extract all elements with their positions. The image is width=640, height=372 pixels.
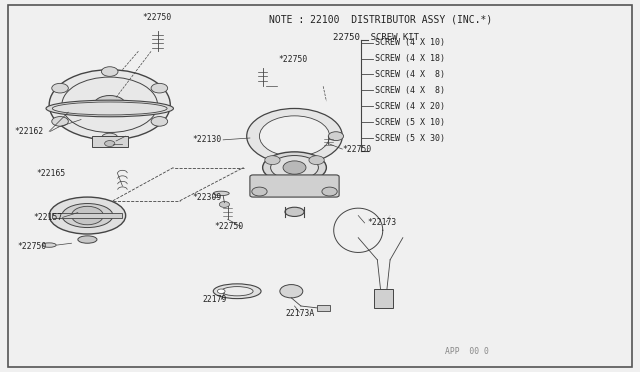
- Circle shape: [151, 116, 168, 126]
- Circle shape: [220, 202, 230, 208]
- Text: NOTE : 22100  DISTRIBUTOR ASSY (INC.*): NOTE : 22100 DISTRIBUTOR ASSY (INC.*): [269, 14, 492, 24]
- Ellipse shape: [46, 100, 173, 117]
- Circle shape: [151, 83, 168, 93]
- Text: 22750  SCREW KIT: 22750 SCREW KIT: [333, 33, 419, 42]
- Text: *22750: *22750: [17, 243, 47, 251]
- Text: *22162: *22162: [14, 127, 44, 136]
- Circle shape: [94, 96, 125, 114]
- Text: APP  00 0: APP 00 0: [445, 347, 488, 356]
- Circle shape: [328, 132, 344, 141]
- Bar: [317, 305, 330, 311]
- Circle shape: [246, 109, 342, 164]
- Text: *22750: *22750: [215, 222, 244, 231]
- Circle shape: [52, 83, 68, 93]
- Text: *22130: *22130: [193, 135, 222, 144]
- Circle shape: [62, 77, 157, 132]
- Circle shape: [49, 70, 170, 140]
- Circle shape: [104, 141, 115, 147]
- Circle shape: [101, 133, 118, 143]
- Ellipse shape: [213, 284, 261, 299]
- Ellipse shape: [271, 155, 319, 180]
- Circle shape: [265, 156, 280, 164]
- Bar: [92, 136, 127, 147]
- Text: 22173A: 22173A: [285, 309, 314, 318]
- Ellipse shape: [262, 152, 326, 183]
- Text: SCREW (4 X  8): SCREW (4 X 8): [376, 70, 445, 79]
- Ellipse shape: [213, 191, 229, 196]
- FancyBboxPatch shape: [250, 175, 339, 197]
- Circle shape: [259, 116, 330, 157]
- Text: *22309: *22309: [193, 193, 222, 202]
- Text: SCREW (5 X 30): SCREW (5 X 30): [376, 134, 445, 142]
- Ellipse shape: [49, 197, 125, 234]
- Text: *22165: *22165: [36, 169, 66, 177]
- Ellipse shape: [52, 102, 167, 115]
- Text: *22173: *22173: [368, 218, 397, 227]
- Text: SCREW (4 X 10): SCREW (4 X 10): [376, 38, 445, 47]
- Text: *22750: *22750: [143, 13, 172, 22]
- Bar: [374, 289, 394, 308]
- Bar: [52, 212, 122, 218]
- Circle shape: [72, 206, 103, 225]
- Circle shape: [218, 289, 225, 294]
- Ellipse shape: [285, 207, 304, 217]
- Circle shape: [280, 285, 303, 298]
- Circle shape: [309, 156, 324, 164]
- Ellipse shape: [62, 203, 113, 228]
- Circle shape: [287, 178, 302, 187]
- Text: *22750: *22750: [342, 145, 372, 154]
- Text: SCREW (4 X 18): SCREW (4 X 18): [376, 54, 445, 63]
- Text: *22157: *22157: [33, 213, 63, 222]
- Text: *22750: *22750: [278, 55, 308, 64]
- Circle shape: [101, 67, 118, 76]
- Circle shape: [322, 187, 337, 196]
- Circle shape: [52, 116, 68, 126]
- Circle shape: [252, 187, 267, 196]
- Text: SCREW (5 X 10): SCREW (5 X 10): [376, 118, 445, 126]
- Ellipse shape: [78, 236, 97, 243]
- Ellipse shape: [221, 286, 253, 296]
- Text: 22179: 22179: [202, 295, 227, 304]
- Ellipse shape: [42, 243, 56, 247]
- Circle shape: [283, 161, 306, 174]
- Text: SCREW (4 X  8): SCREW (4 X 8): [376, 86, 445, 95]
- Text: SCREW (4 X 20): SCREW (4 X 20): [376, 102, 445, 111]
